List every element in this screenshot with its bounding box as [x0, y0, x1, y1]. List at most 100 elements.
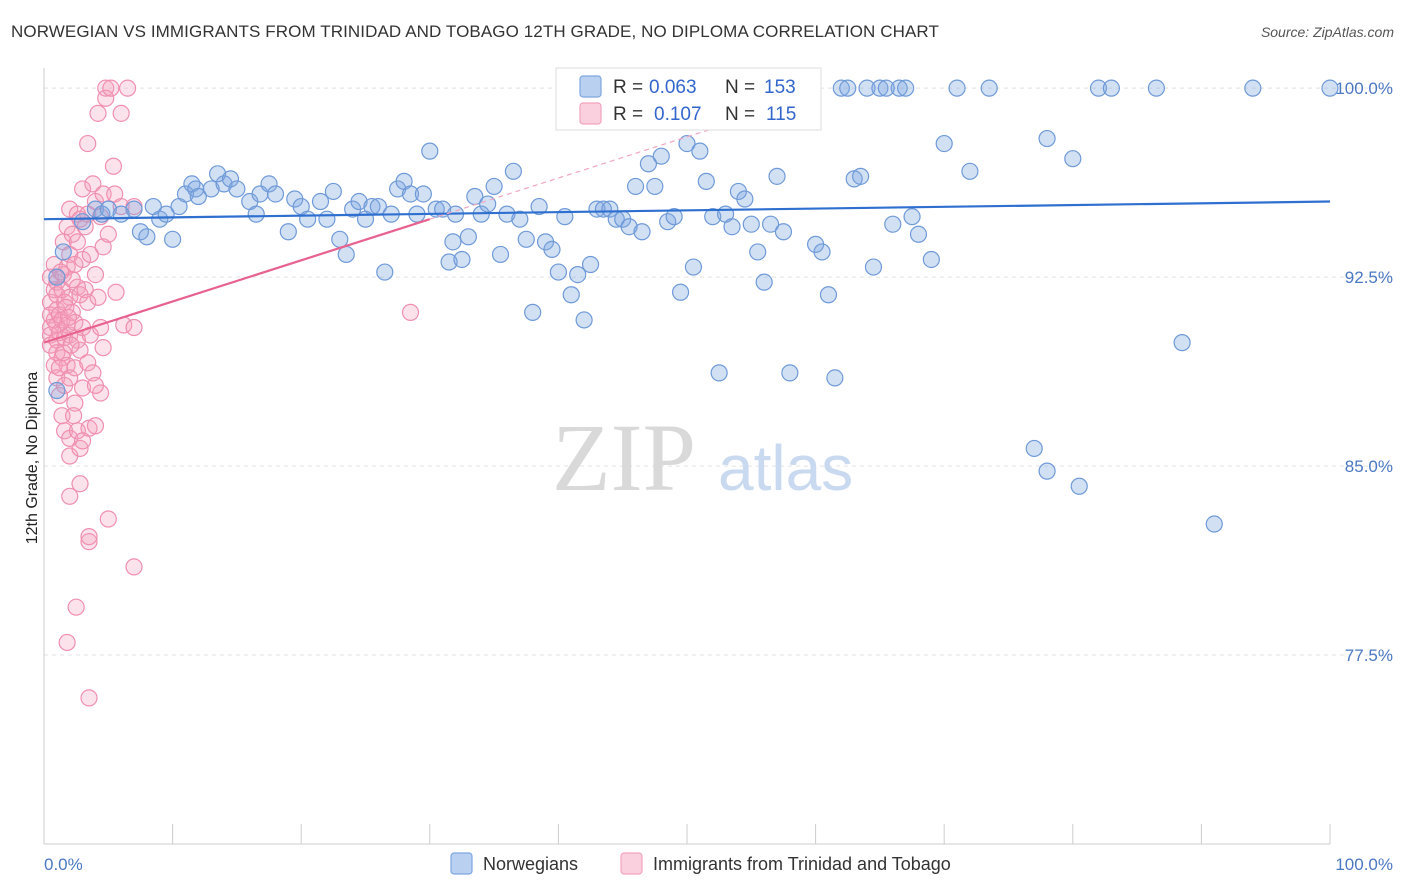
point-trinidad	[79, 354, 97, 372]
point-trinidad	[118, 79, 137, 97]
point-trinidad	[76, 281, 94, 299]
point-trinidad	[89, 104, 107, 122]
point-norwegians	[864, 258, 883, 276]
legend-r-value-trinidad: 0.107	[654, 104, 702, 125]
y-tick-label: 100.0%	[1335, 79, 1393, 98]
point-trinidad	[89, 288, 107, 306]
point-trinidad	[112, 104, 130, 122]
point-trinidad	[79, 293, 97, 311]
trend-line-trinidad	[43, 218, 431, 344]
point-norwegians	[832, 79, 850, 97]
point-norwegians	[697, 172, 715, 190]
point-norwegians	[922, 250, 940, 269]
point-norwegians	[221, 170, 240, 188]
point-trinidad	[71, 475, 89, 493]
point-norwegians	[511, 210, 529, 228]
point-norwegians	[48, 381, 66, 400]
point-norwegians	[1038, 462, 1056, 480]
point-norwegians	[266, 185, 285, 203]
point-norwegians	[639, 155, 658, 173]
point-norwegians	[877, 79, 895, 97]
point-norwegians	[1102, 79, 1120, 97]
point-norwegians	[781, 364, 799, 382]
point-norwegians	[453, 250, 471, 269]
point-norwegians	[1070, 477, 1088, 495]
point-trinidad	[125, 318, 143, 337]
point-norwegians	[749, 243, 767, 261]
point-norwegians	[543, 240, 561, 259]
point-norwegians	[1147, 79, 1165, 97]
legend-n-value-trinidad: 115	[766, 104, 796, 125]
point-trinidad	[66, 394, 84, 412]
bottom-legend-swatch-norwegians	[450, 852, 473, 875]
point-norwegians	[742, 215, 760, 233]
point-norwegians	[961, 162, 979, 180]
point-norwegians	[260, 175, 278, 193]
point-norwegians	[1244, 79, 1262, 97]
point-norwegians	[202, 180, 220, 198]
point-trinidad	[81, 245, 99, 264]
point-norwegians	[839, 79, 857, 97]
point-norwegians	[671, 283, 690, 301]
point-norwegians	[562, 286, 580, 304]
point-trinidad	[73, 432, 92, 450]
point-norwegians	[48, 268, 66, 286]
point-norwegians	[575, 311, 593, 329]
point-trinidad	[79, 134, 97, 153]
point-norwegians	[761, 215, 780, 233]
point-trinidad	[94, 238, 112, 256]
point-norwegians	[755, 273, 773, 291]
point-norwegians	[189, 187, 207, 206]
data-points	[41, 79, 1339, 707]
point-norwegians	[948, 79, 966, 97]
y-tick-label: 77.5%	[1345, 646, 1393, 665]
point-trinidad	[94, 339, 112, 357]
y-tick-labels: 77.5% 85.0% 92.5% 100.0%	[1335, 79, 1393, 665]
point-trinidad	[102, 79, 120, 97]
point-trinidad	[68, 233, 87, 251]
point-norwegians	[209, 165, 227, 183]
point-norwegians	[768, 167, 786, 185]
point-norwegians	[678, 134, 696, 153]
y-tick-label: 92.5%	[1345, 268, 1393, 287]
point-norwegians	[601, 200, 619, 218]
point-norwegians	[813, 243, 831, 261]
point-trinidad	[99, 510, 117, 528]
point-norwegians	[414, 185, 432, 203]
y-tick-label: 85.0%	[1345, 457, 1393, 476]
point-trinidad	[401, 303, 420, 321]
point-trinidad	[58, 633, 76, 652]
point-norwegians	[909, 225, 928, 243]
point-norwegians	[819, 286, 838, 304]
point-norwegians	[704, 208, 722, 226]
legend-swatch-norwegians	[579, 75, 602, 98]
point-trinidad	[62, 336, 80, 354]
point-norwegians	[1205, 515, 1223, 533]
point-norwegians	[903, 208, 921, 226]
legend-n-label-1: N =	[725, 77, 755, 98]
point-norwegians	[549, 263, 568, 281]
point-norwegians	[176, 185, 195, 203]
point-norwegians	[1064, 150, 1082, 168]
watermark-zip: ZIP	[552, 404, 696, 511]
point-norwegians	[331, 230, 349, 248]
point-norwegians	[498, 205, 516, 223]
point-trinidad	[107, 283, 125, 301]
point-norwegians	[530, 197, 548, 216]
watermark: ZIP atlas	[552, 404, 853, 511]
point-norwegians	[588, 200, 606, 218]
point-norwegians	[279, 223, 297, 241]
point-norwegians	[401, 185, 420, 203]
point-trinidad	[57, 298, 75, 316]
point-trinidad	[61, 369, 79, 387]
point-norwegians	[723, 218, 741, 236]
trend-lines	[43, 95, 1331, 344]
point-norwegians	[318, 210, 336, 228]
point-trinidad	[71, 341, 89, 359]
chart-title: NORWEGIAN VS IMMIGRANTS FROM TRINIDAD AN…	[11, 22, 939, 41]
point-trinidad	[86, 376, 105, 395]
point-trinidad	[99, 225, 117, 243]
point-norwegians	[826, 369, 844, 387]
point-norwegians	[736, 190, 754, 208]
point-trinidad	[50, 359, 69, 377]
